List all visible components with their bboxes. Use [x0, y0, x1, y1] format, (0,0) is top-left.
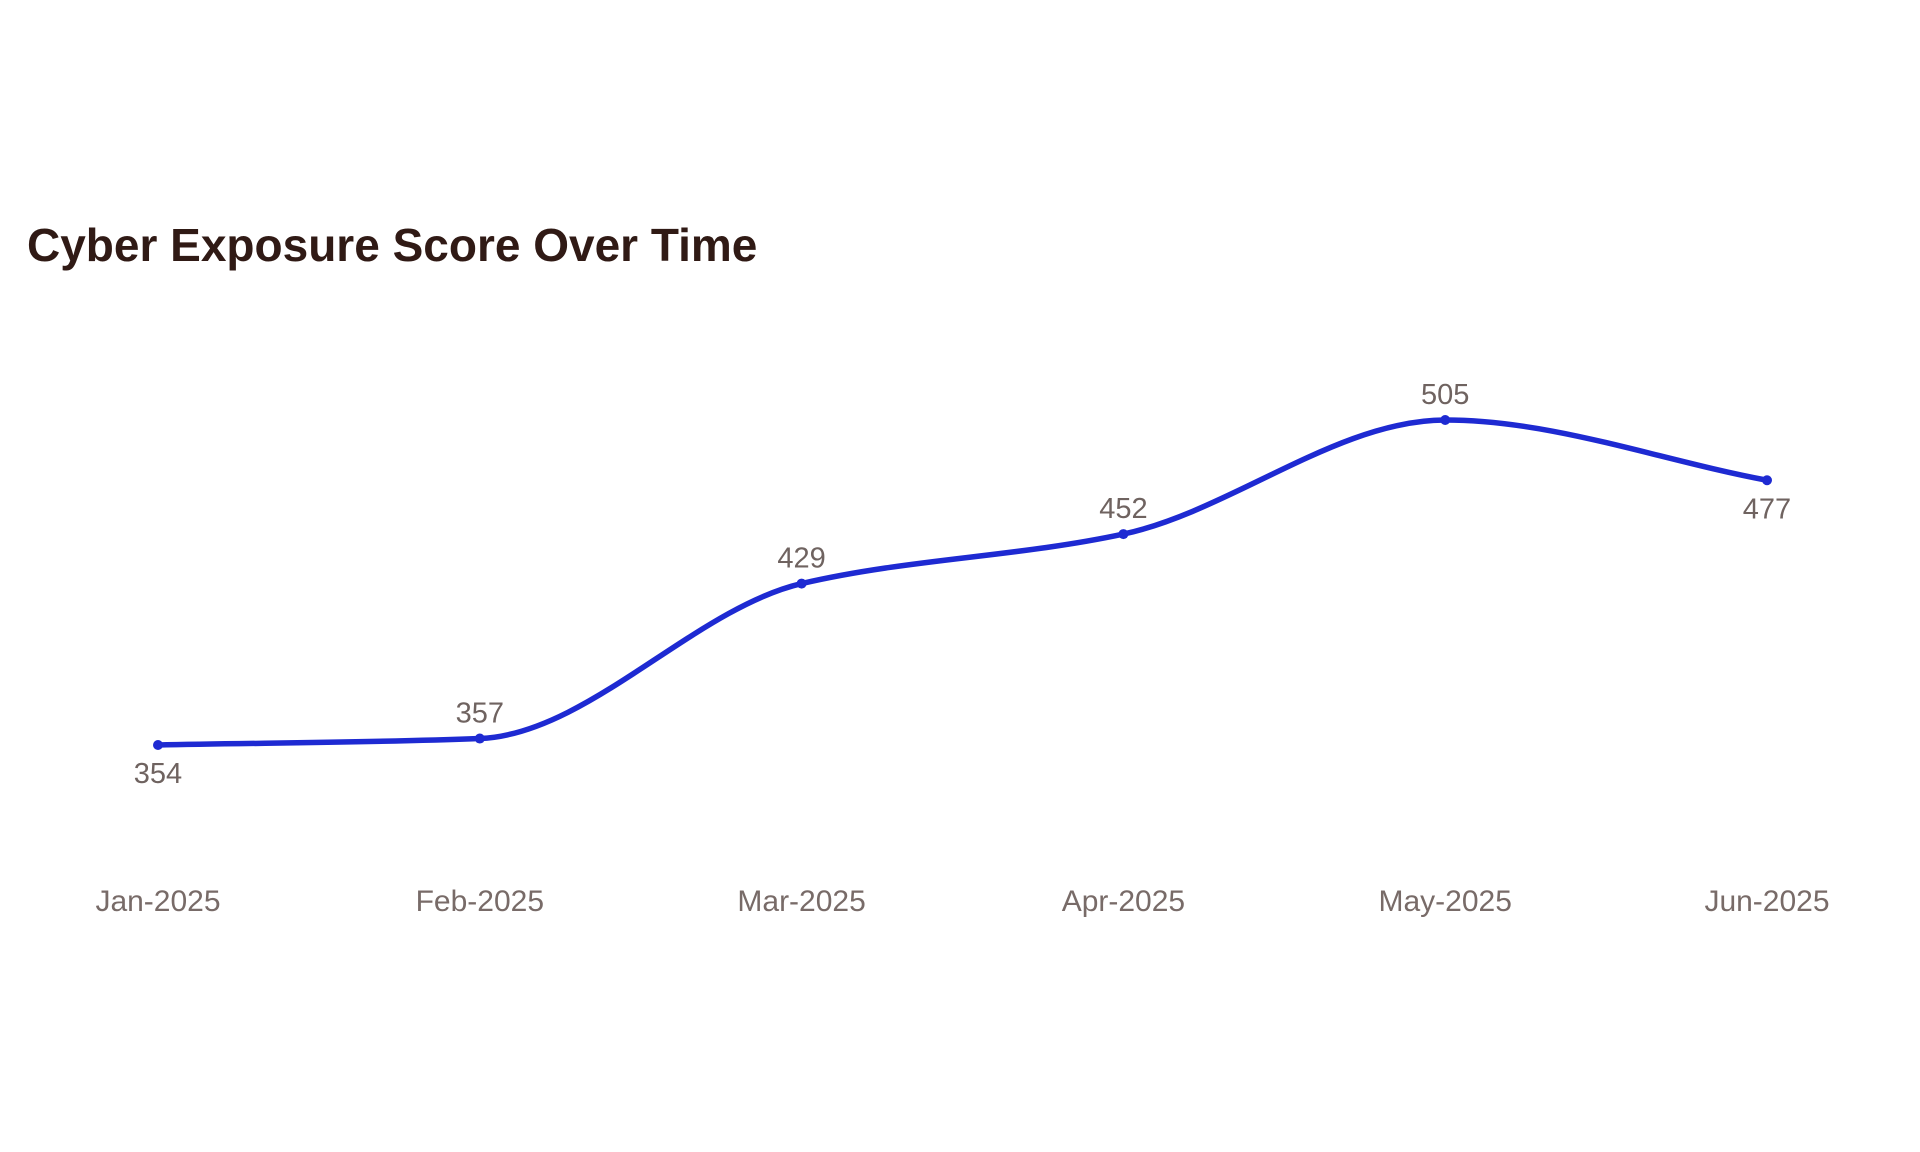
data-label: 452 [1099, 493, 1147, 525]
trend-line[interactable] [155, 417, 1770, 748]
data-label: 505 [1421, 379, 1469, 411]
data-point-marker[interactable] [1440, 415, 1451, 425]
x-axis-label: Feb-2025 [416, 885, 544, 918]
data-label: 477 [1743, 493, 1791, 525]
data-point-marker[interactable] [1762, 475, 1772, 486]
chart-title: Cyber Exposure Score Over Time [27, 219, 758, 271]
data-point-marker[interactable] [796, 578, 807, 589]
x-axis-label: Apr-2025 [1062, 885, 1185, 918]
data-point-marker[interactable] [1118, 529, 1129, 540]
x-axis-label: Mar-2025 [737, 885, 865, 918]
data-label: 429 [777, 543, 825, 575]
x-axis-label: May-2025 [1378, 885, 1511, 918]
data-label: 354 [134, 758, 182, 790]
x-axis-label: Jun-2025 [1704, 885, 1829, 918]
data-point-marker[interactable] [474, 733, 485, 744]
data-label: 357 [456, 698, 504, 730]
data-point-marker[interactable] [153, 740, 163, 750]
x-axis-label: Jan-2025 [95, 885, 220, 918]
